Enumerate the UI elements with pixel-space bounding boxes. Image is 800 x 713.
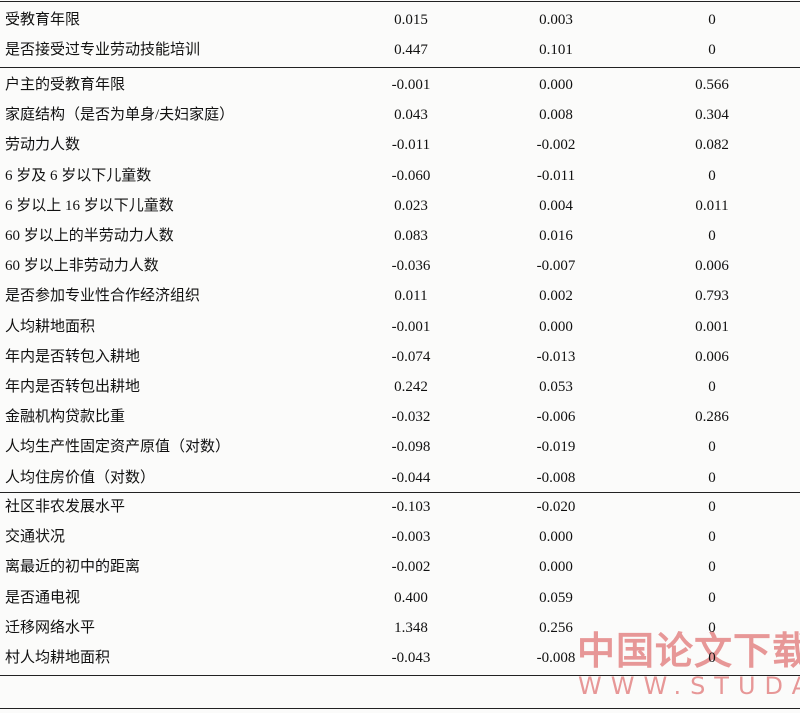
row-label: 离最近的初中的距离 bbox=[5, 559, 141, 576]
cell-value: 0 bbox=[708, 12, 716, 28]
row-label: 家庭结构（是否为单身/夫妇家庭） bbox=[5, 107, 235, 124]
cell-value: 0.001 bbox=[695, 318, 729, 335]
cell-value: -0.043 bbox=[391, 650, 431, 666]
cell-value: 0.000 bbox=[539, 529, 573, 546]
cell-value: 0.053 bbox=[539, 379, 573, 395]
rule bbox=[0, 708, 800, 709]
cell-value: -0.001 bbox=[391, 318, 431, 335]
rule bbox=[0, 67, 800, 68]
cell-value: 0.006 bbox=[695, 258, 729, 275]
cell-value: -0.044 bbox=[391, 469, 431, 486]
cell-value: 0 bbox=[708, 379, 716, 395]
cell-value: 0 bbox=[708, 619, 716, 636]
cell-value: 0.059 bbox=[539, 589, 573, 606]
cell-value: 0 bbox=[708, 167, 716, 184]
cell-value: 0.008 bbox=[539, 107, 573, 124]
row-label: 6 岁及 6 岁以下儿童数 bbox=[5, 167, 152, 184]
cell-value: -0.011 bbox=[391, 137, 431, 154]
row-label: 受教育年限 bbox=[5, 12, 81, 28]
cell-value: -0.002 bbox=[391, 559, 431, 576]
cell-value: 0 bbox=[708, 650, 716, 666]
row-label: 劳动力人数 bbox=[5, 137, 81, 154]
row-label: 社区非农发展水平 bbox=[5, 499, 126, 515]
cell-value: -0.011 bbox=[536, 167, 576, 184]
cell-value: -0.008 bbox=[536, 469, 576, 486]
cell-value: 0.083 bbox=[394, 228, 428, 244]
row-label: 60 岁以上的半劳动力人数 bbox=[5, 228, 174, 244]
cell-value: -0.019 bbox=[536, 439, 576, 456]
cell-value: -0.013 bbox=[536, 348, 576, 365]
rule bbox=[0, 1, 800, 2]
cell-value: 0.286 bbox=[695, 409, 729, 426]
cell-value: 0.256 bbox=[539, 619, 573, 636]
cell-value: 0 bbox=[708, 469, 716, 486]
cell-value: -0.003 bbox=[391, 529, 431, 546]
cell-value: 0.011 bbox=[394, 288, 428, 305]
cell-value: 0 bbox=[708, 439, 716, 456]
row-label: 村人均耕地面积 bbox=[5, 650, 111, 666]
cell-value: -0.060 bbox=[391, 167, 431, 184]
cell-value: -0.001 bbox=[391, 77, 431, 93]
cell-value: 0 bbox=[708, 42, 716, 59]
watermark-url: WWW.STUDA. bbox=[578, 672, 800, 700]
cell-value: 0.002 bbox=[539, 288, 573, 305]
rule bbox=[0, 492, 800, 493]
rule bbox=[0, 675, 800, 676]
cell-value: 0.000 bbox=[539, 77, 573, 93]
cell-value: 0.000 bbox=[539, 318, 573, 335]
row-label: 人均住房价值（对数） bbox=[5, 469, 156, 486]
cell-value: 0.011 bbox=[695, 197, 729, 214]
row-label: 户主的受教育年限 bbox=[5, 77, 126, 93]
row-label: 6 岁以上 16 岁以下儿童数 bbox=[5, 197, 174, 214]
cell-value: 0.447 bbox=[394, 42, 428, 59]
cell-value: -0.006 bbox=[536, 409, 576, 426]
cell-value: 0.006 bbox=[695, 348, 729, 365]
row-label: 迁移网络水平 bbox=[5, 619, 96, 636]
cell-value: 0.101 bbox=[539, 42, 573, 59]
cell-value: -0.007 bbox=[536, 258, 576, 275]
cell-value: -0.098 bbox=[391, 439, 431, 456]
cell-value: -0.020 bbox=[536, 499, 576, 515]
row-label: 交通状况 bbox=[5, 529, 66, 546]
row-label: 60 岁以上非劳动力人数 bbox=[5, 258, 159, 275]
cell-value: -0.032 bbox=[391, 409, 431, 426]
cell-value: 0 bbox=[708, 589, 716, 606]
cell-value: 0.003 bbox=[539, 12, 573, 28]
row-label: 人均耕地面积 bbox=[5, 318, 96, 335]
row-label: 年内是否转包出耕地 bbox=[5, 379, 141, 395]
cell-value: -0.103 bbox=[391, 499, 431, 515]
cell-value: -0.008 bbox=[536, 650, 576, 666]
cell-value: -0.036 bbox=[391, 258, 431, 275]
cell-value: 1.348 bbox=[394, 619, 428, 636]
cell-value: -0.002 bbox=[536, 137, 576, 154]
cell-value: 0.793 bbox=[695, 288, 729, 305]
cell-value: 0.043 bbox=[394, 107, 428, 124]
row-label: 是否接受过专业劳动技能培训 bbox=[5, 42, 201, 59]
row-label: 金融机构贷款比重 bbox=[5, 409, 126, 426]
cell-value: 0 bbox=[708, 529, 716, 546]
row-label: 年内是否转包入耕地 bbox=[5, 348, 141, 365]
cell-value: 0 bbox=[708, 559, 716, 576]
cell-value: 0.023 bbox=[394, 197, 428, 214]
cell-value: 0.015 bbox=[394, 12, 428, 28]
cell-value: 0.082 bbox=[695, 137, 729, 154]
cell-value: 0.016 bbox=[539, 228, 573, 244]
cell-value: 0.242 bbox=[394, 379, 428, 395]
cell-value: 0.304 bbox=[695, 107, 729, 124]
row-label: 是否通电视 bbox=[5, 589, 81, 606]
cell-value: 0.400 bbox=[394, 589, 428, 606]
cell-value: 0 bbox=[708, 499, 716, 515]
cell-value: 0.000 bbox=[539, 559, 573, 576]
row-label: 人均生产性固定资产原值（对数） bbox=[5, 439, 231, 456]
cell-value: 0.566 bbox=[695, 77, 729, 93]
cell-value: -0.074 bbox=[391, 348, 431, 365]
row-label: 是否参加专业性合作经济组织 bbox=[5, 288, 201, 305]
watermark-site: 中国论文下载 bbox=[577, 629, 800, 673]
cell-value: 0 bbox=[708, 228, 716, 244]
cell-value: 0.004 bbox=[539, 197, 573, 214]
